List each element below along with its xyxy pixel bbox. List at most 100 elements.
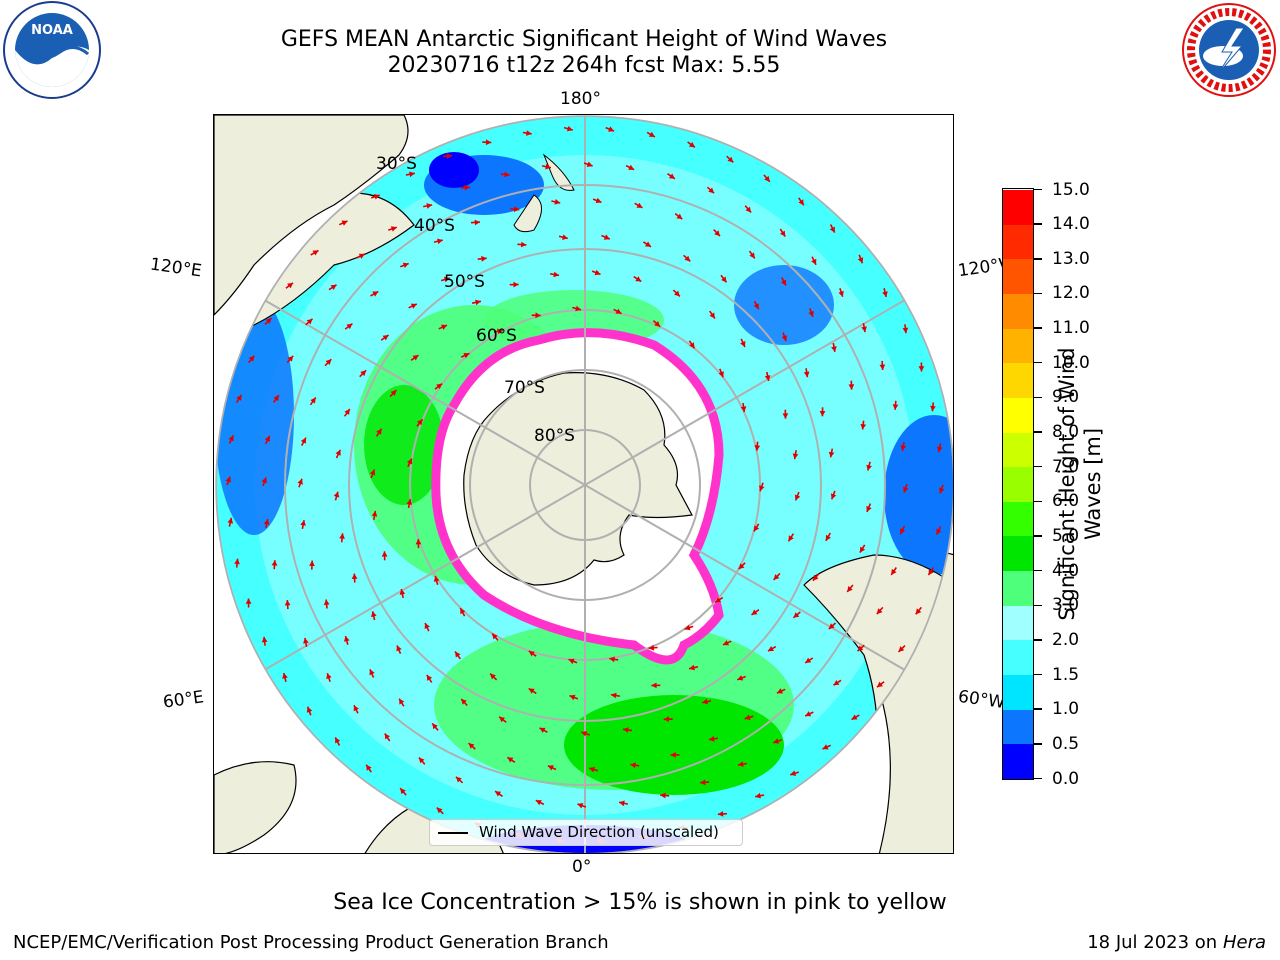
wind-arrow-head (300, 437, 306, 444)
lat-label-60s: 60°S (476, 326, 517, 346)
wind-arrow-head (715, 597, 722, 603)
wind-arrow-head (684, 255, 691, 262)
map-panel: 30°S 40°S 50°S 60°S 70°S 80°S Wind Wave … (213, 114, 954, 854)
wind-arrow-head (399, 698, 405, 705)
wind-arrow-head (721, 276, 727, 283)
wind-arrow-head (859, 546, 866, 553)
colorbar-segment (1003, 224, 1033, 260)
lat-label-40s: 40°S (414, 216, 455, 236)
wind-arrow-head (372, 291, 379, 297)
wind-arrow-head (829, 226, 835, 233)
wind-arrow-head (562, 234, 568, 240)
wind-arrow-head (714, 230, 720, 237)
wind-arrow-head (689, 664, 695, 671)
wind-arrow-head (759, 485, 765, 492)
colorbar-tick (1034, 188, 1042, 191)
colorbar-tick (1034, 465, 1042, 468)
colorbar-segment (1003, 293, 1033, 329)
colorbar-tick (1034, 500, 1042, 503)
colorbar-tick-label: 6.0 (1052, 491, 1080, 512)
wind-arrow-head (499, 716, 505, 723)
wind-arrow-head (684, 624, 691, 631)
wind-arrow-head (610, 692, 617, 699)
wind-arrow-head (437, 238, 443, 245)
wind-arrow-head (764, 375, 771, 381)
wind-wave-arrows (225, 125, 945, 845)
colorbar-label-line2: Waves [m] (1081, 427, 1105, 541)
wind-arrow-head (271, 560, 278, 566)
wind-arrow-head (805, 657, 812, 663)
wind-arrow-head (788, 535, 794, 542)
wind-arrow-head (794, 494, 801, 501)
wind-arrow-head (879, 364, 886, 370)
wind-arrow-head (474, 219, 480, 226)
chart-subtitle: 20230716 t12z 264h fcst Max: 5.55 (387, 53, 781, 78)
wind-arrow-head (287, 282, 293, 289)
wind-arrow-head (507, 757, 514, 763)
wind-arrow-head (261, 477, 267, 484)
wind-arrow-head (737, 675, 744, 681)
wind-arrow-head (436, 383, 443, 390)
colorbar-tick (1034, 327, 1042, 329)
wind-arrow-head (857, 257, 864, 264)
wind-arrow-head (740, 341, 746, 347)
wind-arrow-head (648, 644, 655, 651)
wind-arrow-head (782, 413, 789, 419)
wind-arrow-head (581, 731, 588, 737)
wind-arrow-head (273, 395, 279, 402)
wind-arrow-head (902, 327, 909, 334)
wind-arrow-head (635, 276, 642, 282)
wind-arrow-head (407, 458, 413, 465)
colorbar-segment (1003, 674, 1033, 710)
wind-arrow-head (928, 569, 934, 576)
wind-arrow-head (261, 636, 268, 643)
wind-arrow-head (668, 173, 675, 179)
wind-arrow-head (891, 568, 897, 575)
wind-arrow-head (615, 308, 622, 314)
chart-title: GEFS MEAN Antarctic Significant Height o… (280, 27, 888, 52)
wind-arrow-head (539, 727, 546, 733)
wind-arrow-head (569, 694, 576, 701)
wind-arrow-head (455, 776, 462, 783)
wind-arrow-head (709, 312, 715, 319)
lat-label-50s: 50°S (444, 272, 485, 292)
wind-arrow-head (630, 762, 636, 769)
wind-arrow-head (309, 560, 315, 566)
wind-arrow-head (373, 194, 380, 200)
wind-arrow-head (651, 682, 657, 689)
wind-arrow-head (595, 197, 602, 204)
wind-arrow-head (866, 464, 872, 471)
colorbar-segment (1003, 328, 1033, 364)
wind-arrow-head (648, 131, 655, 137)
lon-label-lower-right: 60°W (956, 686, 1007, 714)
wind-arrow-head (851, 714, 858, 720)
map-legend: Wind Wave Direction (unscaled) (429, 819, 743, 846)
wind-arrow-head (833, 680, 840, 686)
wind-arrow-head (410, 303, 417, 309)
wind-arrow-head (825, 534, 831, 541)
colorbar-segment (1003, 362, 1033, 398)
wind-arrow-head (306, 318, 313, 325)
map-canvas: 30°S 40°S 50°S 60°S 70°S 80°S (214, 115, 953, 853)
wind-arrow-head (497, 328, 503, 335)
wind-arrow-head (781, 335, 787, 342)
wind-arrow-head (749, 252, 755, 259)
wind-arrow-head (900, 528, 906, 535)
colorbar-tick-label: 1.5 (1052, 664, 1080, 685)
wind-arrow-head (463, 353, 470, 359)
wind-arrow-head (353, 705, 359, 712)
wind-arrow-head (366, 764, 372, 771)
wind-arrow-head (485, 139, 492, 146)
colorbar-segment (1003, 466, 1033, 502)
wind-arrow-head (790, 770, 797, 776)
wind-arrow-head (371, 611, 377, 618)
wind-arrow-head (780, 230, 786, 237)
lon-label-upper-right: 120°W (956, 254, 1008, 282)
wind-arrow-head (376, 428, 382, 435)
wind-arrow-head (877, 681, 883, 688)
wind-arrow-head (312, 250, 319, 256)
wind-arrow-head (723, 640, 729, 646)
wind-arrow-head (432, 723, 438, 730)
colorbar-tick-label: 9.0 (1052, 387, 1080, 408)
wind-arrow-head (798, 199, 804, 206)
